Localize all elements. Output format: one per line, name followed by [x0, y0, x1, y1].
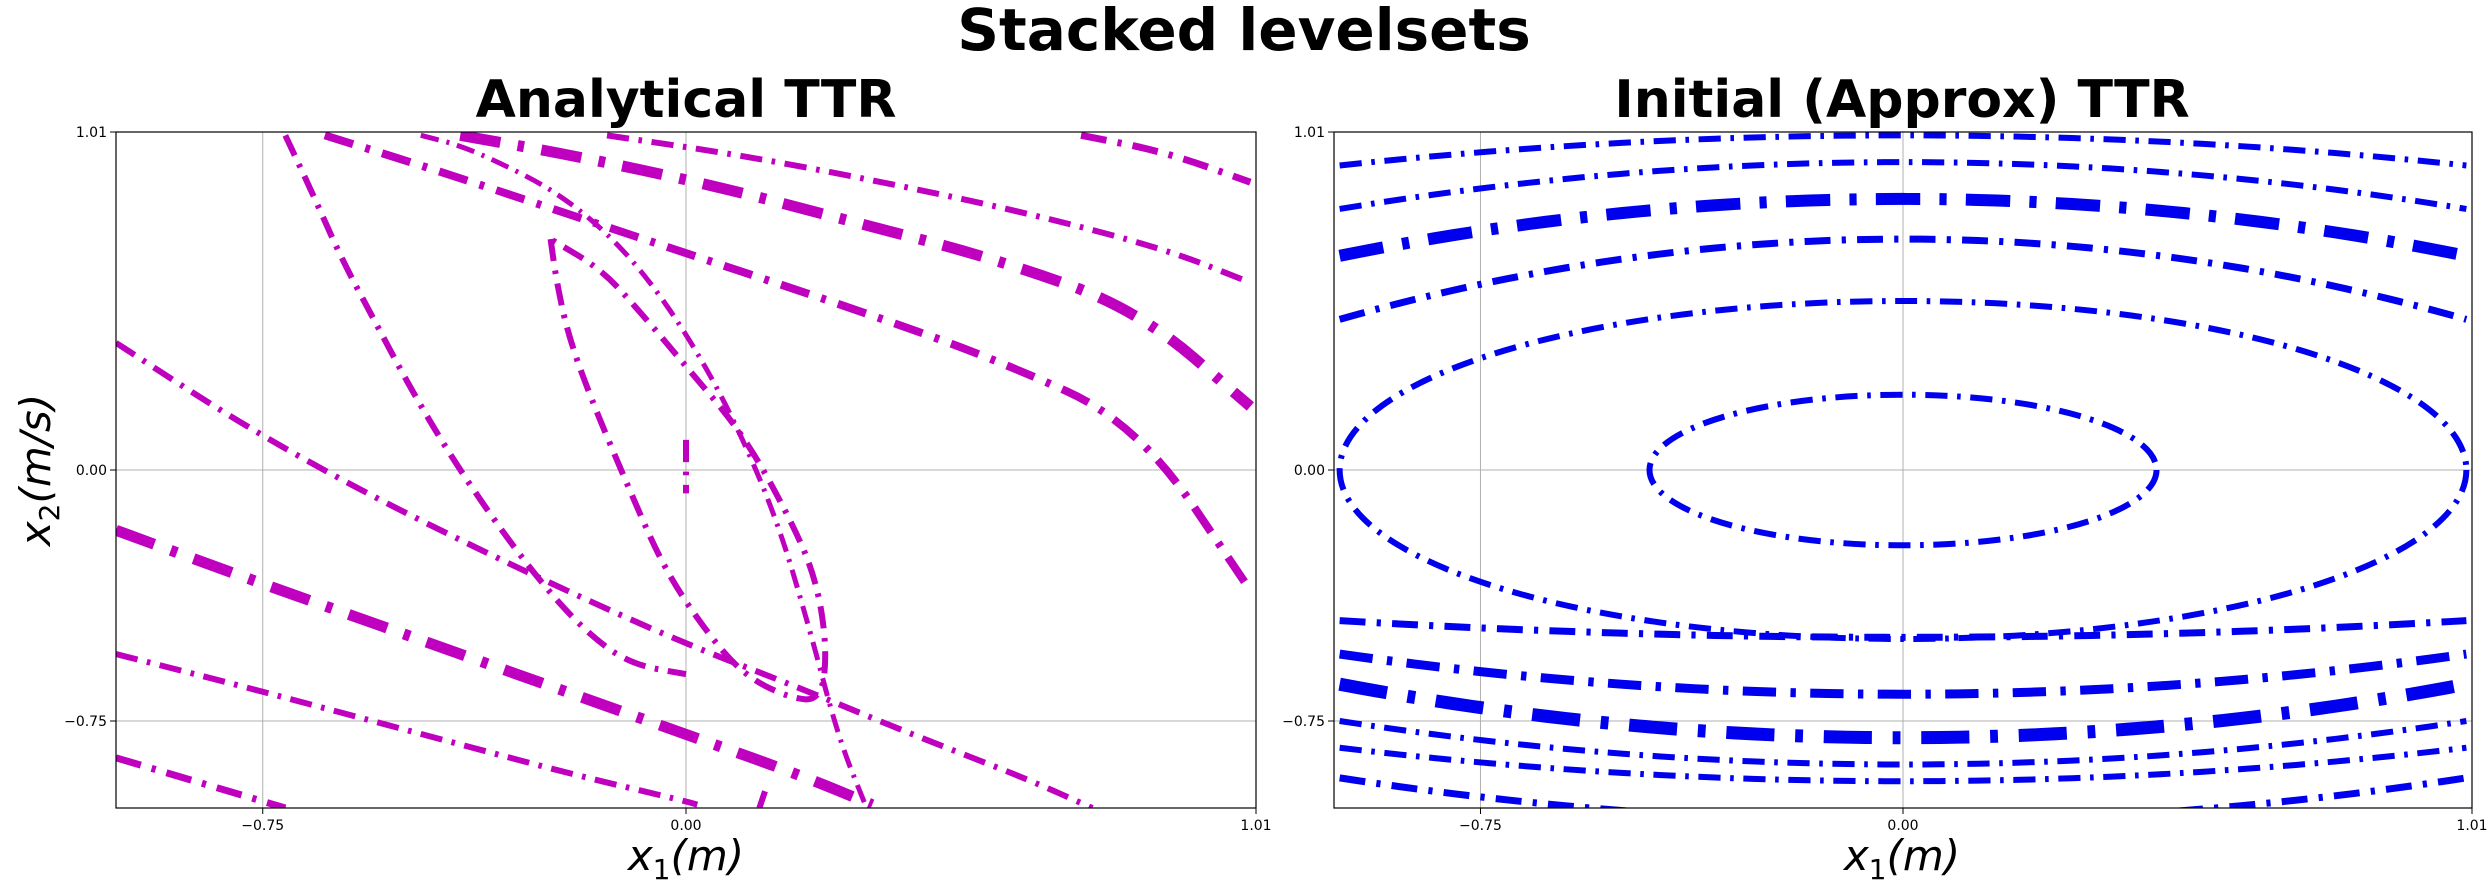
- x-tick-label: −0.75: [1459, 818, 1502, 834]
- levelset-curve: [116, 754, 287, 808]
- levelset-arc: [1338, 192, 2468, 262]
- initial-approx-ttr-panel: Initial (Approx) TTR −0.75 0.00 1.01 −0.75 0…: [1282, 70, 2487, 886]
- tick-labels: −0.75 0.00 1.01 −0.75 0.00 1.01: [64, 125, 1271, 834]
- y-tick-label: 1.01: [76, 125, 107, 141]
- levelset-arc: [1339, 718, 2467, 768]
- levelset-arc: [1339, 649, 2467, 699]
- figure-suptitle: Stacked levelsets: [957, 0, 1530, 64]
- x-tick-label: 0.00: [670, 818, 701, 834]
- x-axis-label: x1(m): [1842, 831, 1960, 886]
- levelset-curve: [323, 132, 1254, 593]
- levelset-curves: [1336, 132, 2470, 808]
- x-axis-label: x1(m): [626, 831, 744, 886]
- levelset-arc: [1339, 744, 2467, 785]
- panel-title: Initial (Approx) TTR: [1614, 70, 2189, 130]
- levelset-ellipse: [1646, 391, 2160, 549]
- y-tick-label: 0.00: [1294, 463, 1325, 479]
- tick-labels: −0.75 0.00 1.01 −0.75 0.00 1.01: [1282, 125, 2487, 834]
- y-tick-label: −0.75: [1282, 714, 1325, 730]
- levelset-curves: [116, 132, 1254, 808]
- y-axis-label: x2(m/s): [11, 394, 66, 548]
- levelset-curve: [420, 132, 869, 808]
- x-tick-label: 1.01: [2456, 818, 2487, 834]
- x-tick-label: 1.01: [1240, 818, 1271, 834]
- levelset-curve: [459, 132, 1254, 411]
- levelset-arc: [1338, 235, 2468, 323]
- levelset-arc: [1339, 132, 2467, 169]
- levelset-arc: [1339, 617, 2467, 641]
- y-tick-label: 1.01: [1294, 125, 1325, 141]
- levelset-curve: [1080, 132, 1252, 186]
- levelset-curve: [756, 790, 768, 808]
- grid-lines: [116, 131, 1257, 808]
- x-tick-label: −0.75: [241, 818, 284, 834]
- x-tick-label: 0.00: [1887, 818, 1918, 834]
- levelset-curve: [116, 651, 699, 808]
- levelset-curve: [606, 132, 1252, 286]
- analytical-ttr-panel: Analytical TTR −0.75 0.00 1.01 −0.75 0.00 1.0…: [11, 70, 1272, 886]
- y-tick-label: −0.75: [64, 714, 107, 730]
- levelset-curve: [282, 134, 687, 678]
- levelset-curve: [547, 236, 829, 703]
- levelset-arc: [1339, 159, 2467, 212]
- levelset-curve: [116, 340, 1094, 808]
- levelset-curve: [116, 525, 875, 808]
- panel-title: Analytical TTR: [476, 70, 897, 130]
- y-tick-label: 0.00: [76, 463, 107, 479]
